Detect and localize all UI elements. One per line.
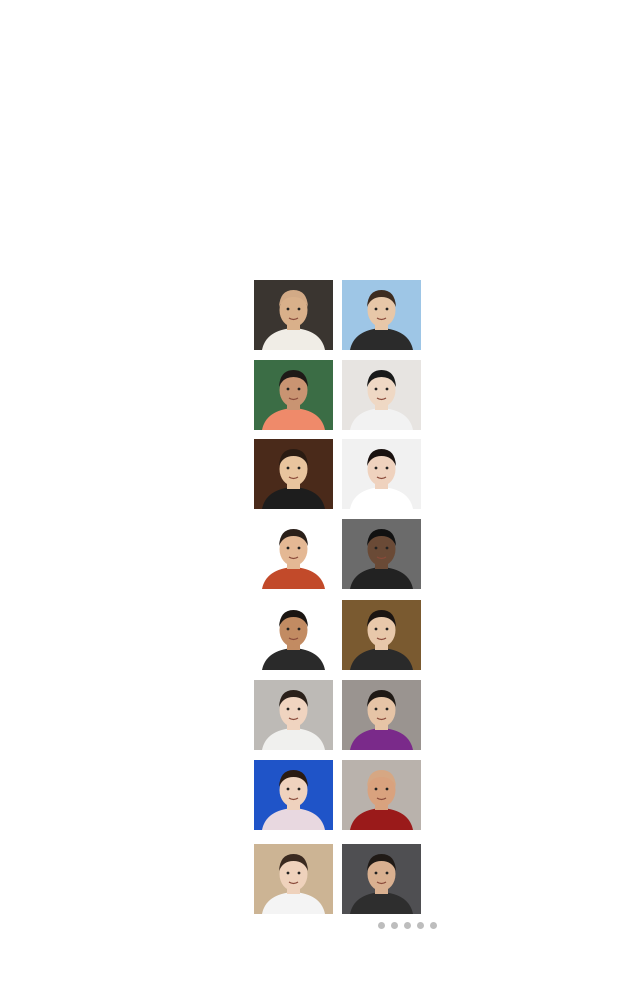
- portrait-thumbnail[interactable]: [342, 680, 421, 750]
- portrait-thumbnail[interactable]: [254, 360, 333, 430]
- portrait-thumbnail[interactable]: [342, 519, 421, 589]
- portrait-thumbnail[interactable]: [342, 360, 421, 430]
- portrait-thumbnail[interactable]: [342, 760, 421, 830]
- pager-dots: [378, 922, 437, 930]
- portrait-image: [254, 844, 333, 914]
- portrait-thumbnail[interactable]: [254, 280, 333, 350]
- portrait-image: [254, 519, 333, 589]
- pager-dot[interactable]: [378, 922, 385, 929]
- portrait-thumbnail[interactable]: [254, 439, 333, 509]
- portrait-image: [342, 280, 421, 350]
- pager-dot[interactable]: [430, 922, 437, 929]
- pager-dot[interactable]: [417, 922, 424, 929]
- portrait-thumbnail[interactable]: [342, 600, 421, 670]
- portrait-thumbnail[interactable]: [254, 600, 333, 670]
- portrait-image: [342, 760, 421, 830]
- portrait-image: [342, 360, 421, 430]
- pager-dot[interactable]: [391, 922, 398, 929]
- portrait-image: [254, 360, 333, 430]
- portrait-thumbnail[interactable]: [254, 519, 333, 589]
- portrait-thumbnail[interactable]: [342, 439, 421, 509]
- portrait-thumbnail[interactable]: [254, 680, 333, 750]
- portrait-image: [342, 439, 421, 509]
- portrait-image: [254, 760, 333, 830]
- portrait-thumbnail[interactable]: [254, 760, 333, 830]
- portrait-thumbnail[interactable]: [342, 280, 421, 350]
- portrait-image: [342, 600, 421, 670]
- portrait-image: [342, 519, 421, 589]
- portrait-image: [254, 439, 333, 509]
- portrait-image: [254, 280, 333, 350]
- pager-dot[interactable]: [404, 922, 411, 929]
- portrait-image: [342, 844, 421, 914]
- portrait-image: [342, 680, 421, 750]
- portrait-thumbnail[interactable]: [254, 844, 333, 914]
- portrait-thumbnail[interactable]: [342, 844, 421, 914]
- portrait-image: [254, 600, 333, 670]
- portrait-image: [254, 680, 333, 750]
